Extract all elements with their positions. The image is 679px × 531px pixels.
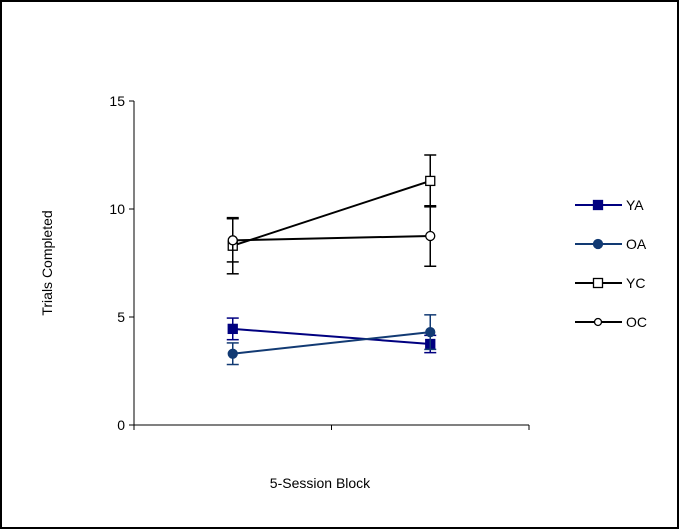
legend-label: OA (626, 236, 647, 252)
legend-label: YC (626, 275, 645, 291)
data-point (227, 348, 238, 359)
legend-label: YA (626, 197, 644, 213)
legend-item-ya: YA (575, 197, 644, 213)
series-line (232, 331, 431, 355)
legend-marker (592, 277, 604, 289)
data-point (425, 175, 436, 187)
y-tick-label: 10 (109, 201, 125, 217)
data-point (425, 230, 436, 242)
legend-label: OC (626, 314, 647, 330)
series-line (232, 235, 431, 242)
legend-marker (592, 238, 604, 250)
series-yc (226, 154, 437, 275)
data-point (227, 235, 238, 246)
legend-marker (593, 317, 603, 327)
legend-item-yc: YC (575, 275, 645, 291)
y-tick-label: 15 (109, 93, 125, 109)
y-axis-label: Trials Completed (39, 210, 55, 315)
series-oa (226, 314, 437, 366)
y-tick-label: 5 (117, 309, 125, 325)
data-point (425, 326, 436, 338)
series-line (232, 327, 431, 345)
x-axis-label: 5-Session Block (270, 475, 371, 491)
data-point (227, 323, 238, 335)
y-tick-label: 0 (117, 417, 125, 433)
series-oc (226, 205, 437, 267)
legend-item-oc: OC (575, 314, 647, 330)
legend-item-oa: OA (575, 236, 647, 252)
series-line (232, 179, 431, 247)
legend-marker (592, 199, 604, 211)
